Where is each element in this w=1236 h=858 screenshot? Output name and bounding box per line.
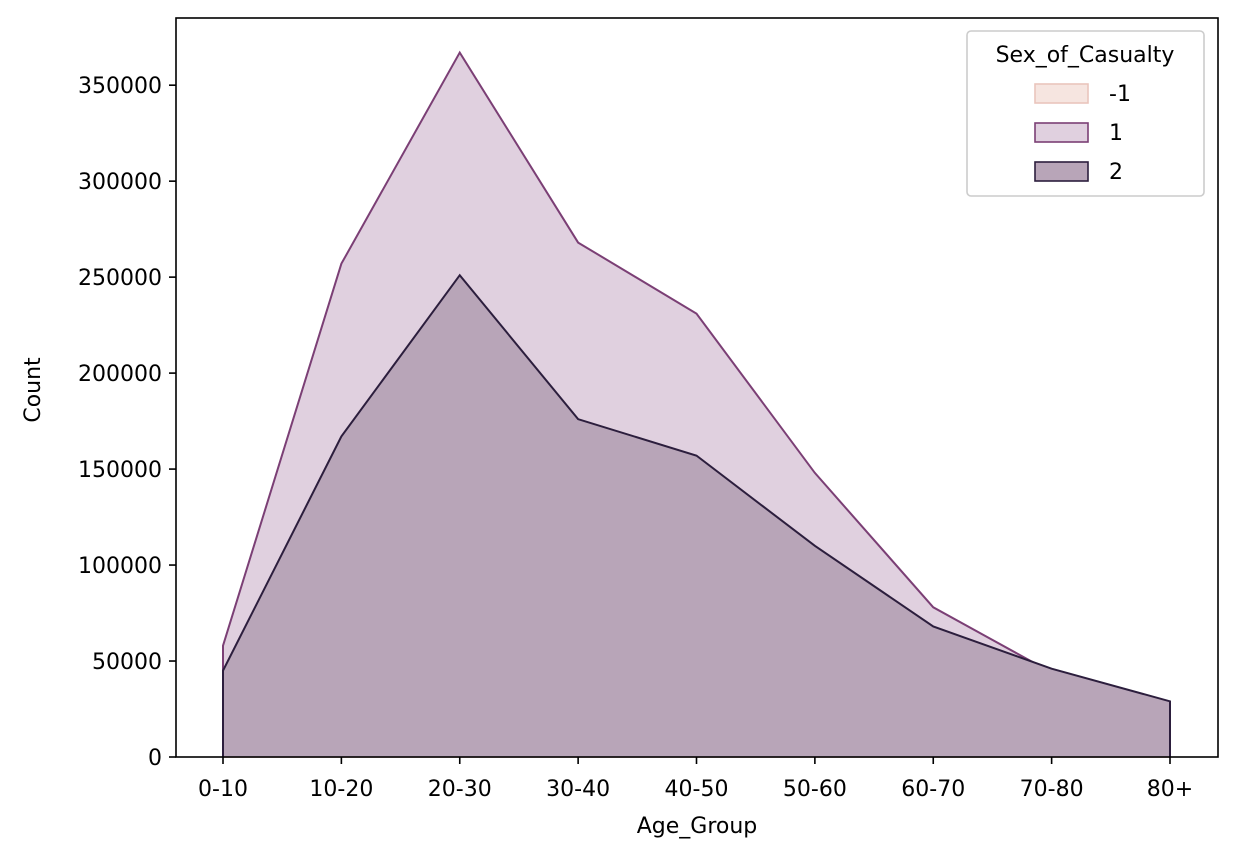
x-tick-label: 50-60 <box>783 777 847 802</box>
x-tick-label: 70-80 <box>1020 777 1084 802</box>
x-tick-label: 10-20 <box>309 777 373 802</box>
x-tick-label: 80+ <box>1147 777 1193 802</box>
x-tick-label: 40-50 <box>665 777 729 802</box>
legend-title: Sex_of_Casualty <box>996 43 1175 68</box>
x-tick-label: 60-70 <box>901 777 965 802</box>
legend-label-2: 2 <box>1109 160 1123 185</box>
x-tick-label: 0-10 <box>198 777 248 802</box>
x-axis-label: Age_Group <box>637 814 758 839</box>
legend-swatch--1 <box>1034 83 1089 104</box>
line-series-2 <box>222 273 1171 757</box>
legend-items: -1 1 2 <box>1034 82 1131 185</box>
y-tick-label: 0 <box>148 746 162 771</box>
legend-box <box>966 30 1205 197</box>
area-series-2 <box>223 275 1170 757</box>
x-tick-label: 30-40 <box>546 777 610 802</box>
y-tick-label: 200000 <box>78 362 162 387</box>
y-tick-label: 300000 <box>78 170 162 195</box>
y-axis-label: Count <box>21 357 46 423</box>
y-axis: 0 50000 100000 150000 200000 250000 300000 3500… <box>78 74 176 771</box>
legend-swatch-1 <box>1034 122 1089 143</box>
area-layer <box>222 50 1171 758</box>
y-tick-label: 150000 <box>78 458 162 483</box>
y-tick-label: 100000 <box>78 554 162 579</box>
y-tick-label: 50000 <box>92 650 162 675</box>
legend-label-1: 1 <box>1109 121 1123 146</box>
y-tick-label: 250000 <box>78 266 162 291</box>
legend-label--1: -1 <box>1109 82 1131 107</box>
x-axis: 0-10 10-20 20-30 30-40 40-50 50-60 60-70 70-80 8… <box>198 757 1193 802</box>
legend-swatch-2 <box>1034 161 1089 182</box>
y-tick-label: 350000 <box>78 74 162 99</box>
legend: Sex_of_Casualty -1 1 2 <box>966 30 1205 197</box>
x-tick-label: 20-30 <box>428 777 492 802</box>
